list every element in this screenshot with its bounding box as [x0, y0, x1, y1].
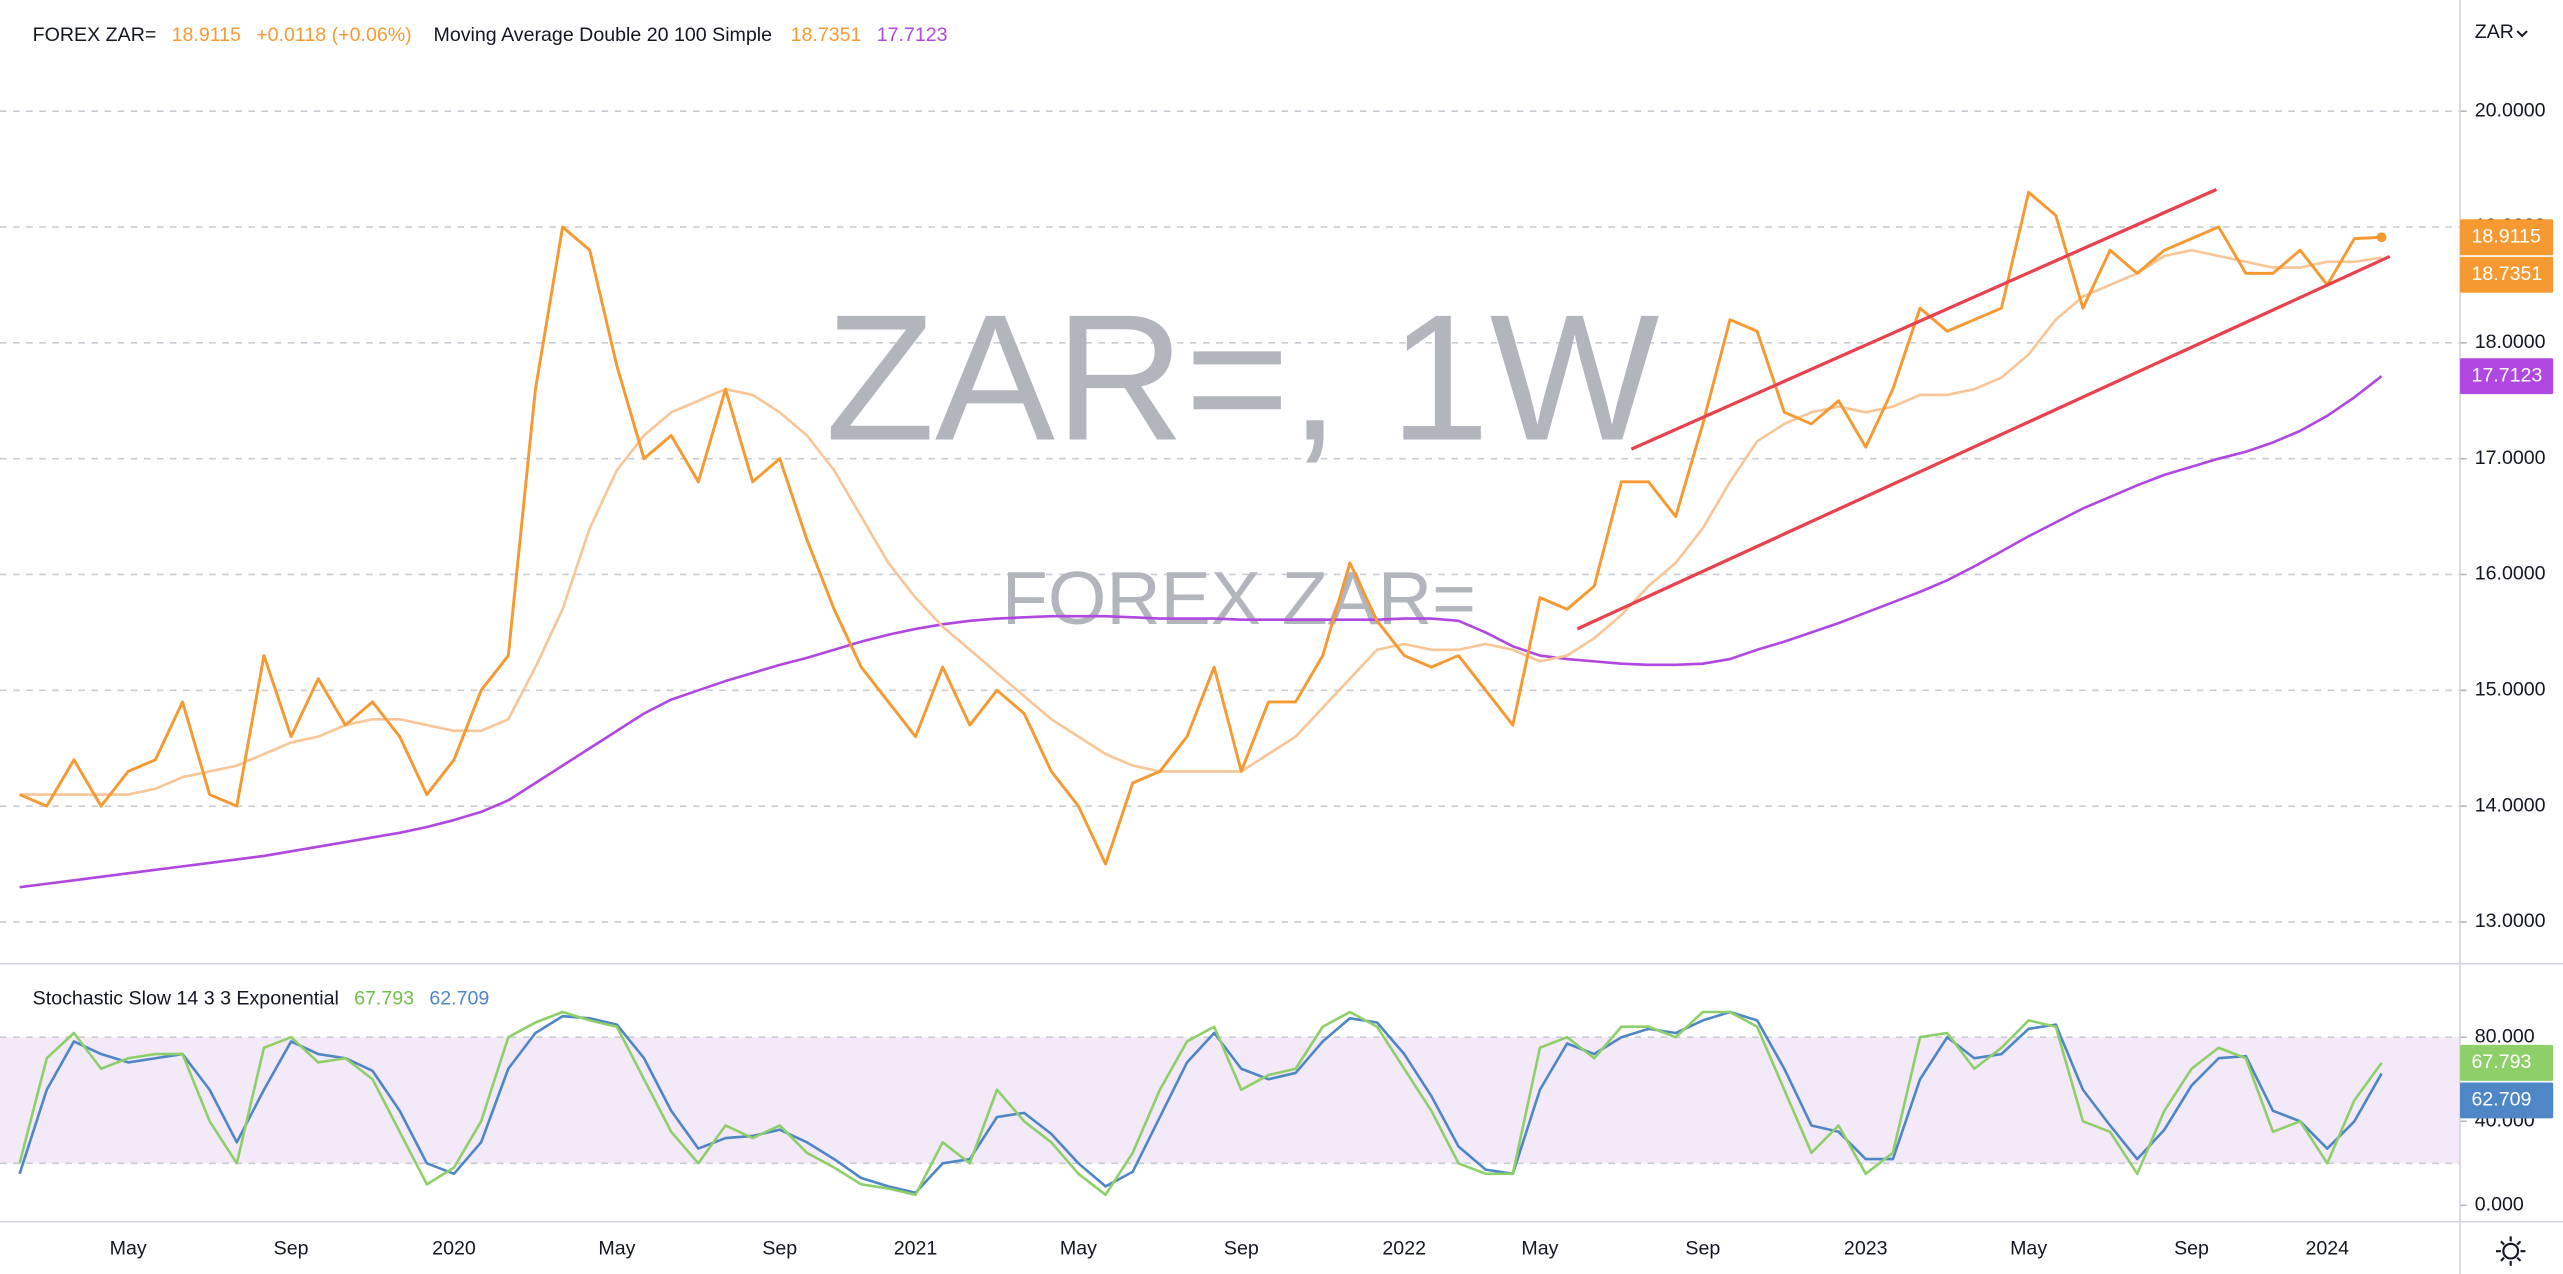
last-price: 18.9115 [172, 24, 242, 46]
series-line [19, 190, 2382, 866]
series-line [18, 1010, 2383, 1197]
y-tick-label: 17.0000 [2475, 447, 2546, 469]
currency-chevron[interactable] [2516, 30, 2528, 38]
band-fill [0, 1037, 2461, 1164]
x-tick-label: Sep [1224, 1238, 1259, 1260]
y-tick-label: 15.0000 [2475, 678, 2546, 700]
x-tick-label: 2020 [432, 1238, 476, 1260]
stoch-legend: Stochastic Slow 14 3 3 Exponential 67.79… [33, 988, 490, 1010]
d-value: 62.709 [429, 988, 489, 1010]
y-tick-label: 16.0000 [2475, 563, 2546, 585]
last-value-box [2460, 256, 2554, 293]
labels-layer: 18.9115 18.7351 17.7123 67.793 62.709 May Sep 2… [110, 219, 2554, 1260]
watermark-subtitle: FOREX ZAR= [1002, 556, 1476, 640]
x-tick-label: 2021 [894, 1238, 938, 1260]
x-tick-label: 2024 [2305, 1238, 2349, 1260]
k-value: 67.793 [354, 988, 414, 1010]
series-line [19, 248, 2382, 796]
background-layer: 13.0000 14.0000 15.0000 16.0000 17.0000 18.00… [0, 99, 2546, 1216]
watermark-title: ZAR=, 1W [825, 278, 1660, 479]
currency-label[interactable]: ZAR [2475, 21, 2514, 43]
y-tick-label: 14.0000 [2475, 794, 2546, 816]
series-line [19, 375, 2383, 889]
y-tick-label: 13.0000 [2475, 910, 2546, 932]
y-tick-label: 18.0000 [2475, 331, 2546, 353]
series-line [18, 1010, 2383, 1195]
last-value-box [2460, 1082, 2554, 1119]
ma20-value: 18.7351 [791, 24, 862, 46]
y-tick-label: 0.000 [2475, 1194, 2524, 1216]
last-value-label: 67.793 [2471, 1051, 2531, 1073]
ma100-value: 17.7123 [877, 24, 948, 46]
x-tick-label: May [598, 1238, 635, 1260]
indicator-name: Moving Average Double 20 100 Simple [434, 24, 773, 46]
settings-icon[interactable] [2495, 1236, 2526, 1266]
x-tick-label: Sep [1685, 1238, 1720, 1260]
x-tick-label: 2023 [1844, 1238, 1888, 1260]
lines-layer [18, 190, 2387, 1197]
trend-line-upper [1630, 187, 2218, 451]
last-value-box [2460, 358, 2554, 395]
stoch-name: Stochastic Slow 14 3 3 Exponential [33, 988, 339, 1010]
change: +0.0118 (+0.06%) [256, 24, 411, 46]
trend-line-lower [1576, 254, 2391, 631]
y-tick-label: 20.0000 [2475, 99, 2546, 121]
last-point [2376, 232, 2387, 243]
price-legend: FOREX ZAR= 18.9115 +0.0118 (+0.06%) Movi… [33, 24, 948, 46]
symbol: FOREX ZAR= [33, 24, 157, 46]
last-value-label: 18.7351 [2471, 263, 2542, 285]
settings-spokes[interactable] [2495, 1236, 2526, 1266]
x-tick-label: May [1060, 1238, 1097, 1260]
x-tick-label: May [1521, 1238, 1558, 1260]
x-tick-label: 2022 [1382, 1238, 1426, 1260]
last-value-label: 62.709 [2471, 1089, 2531, 1111]
y-tick-label: 80.000 [2475, 1025, 2535, 1047]
x-tick-label: Sep [2174, 1238, 2209, 1260]
last-value-label: 18.9115 [2471, 225, 2541, 247]
x-tick-label: Sep [274, 1238, 309, 1260]
x-tick-label: May [110, 1238, 147, 1260]
last-value-label: 17.7123 [2471, 364, 2542, 386]
x-tick-label: Sep [762, 1238, 797, 1260]
x-tick-label: May [2010, 1238, 2047, 1260]
settings-ring[interactable] [2502, 1242, 2520, 1260]
last-value-box [2460, 1044, 2554, 1081]
last-value-box [2460, 219, 2554, 256]
